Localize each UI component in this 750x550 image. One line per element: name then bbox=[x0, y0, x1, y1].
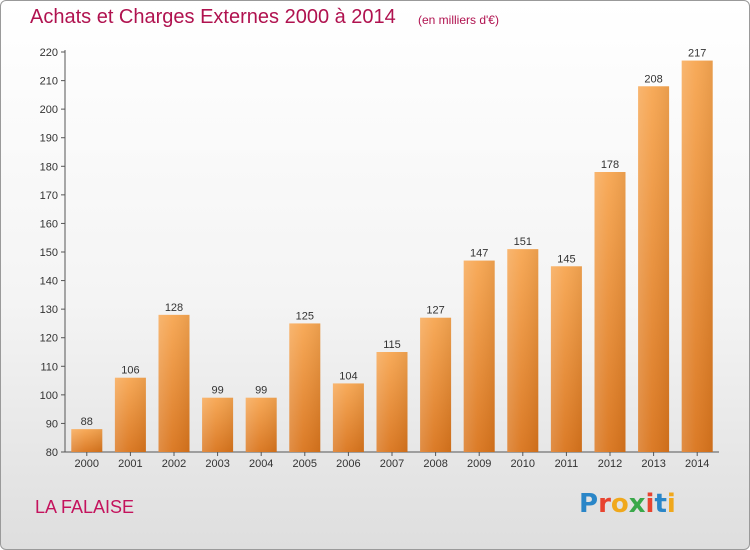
bar-shine-2001 bbox=[114, 377, 146, 452]
bar-value-label: 127 bbox=[426, 305, 444, 317]
bar-value-label: 125 bbox=[296, 310, 314, 322]
logo-letter: i bbox=[666, 489, 676, 519]
bar-shine-2012 bbox=[594, 172, 626, 452]
x-tick-label: 2007 bbox=[380, 458, 404, 470]
bar-value-label: 106 bbox=[121, 365, 139, 377]
y-tick-label: 100 bbox=[40, 390, 58, 402]
logo-letter: t bbox=[654, 489, 667, 519]
bar-value-label: 115 bbox=[383, 339, 401, 351]
proxiti-logo: Proxiti bbox=[579, 489, 676, 519]
bar-value-label: 178 bbox=[601, 159, 619, 171]
x-tick-label: 2001 bbox=[118, 458, 142, 470]
x-tick-label: 2014 bbox=[685, 458, 709, 470]
x-tick-label: 2010 bbox=[511, 458, 535, 470]
bars-group: 88 106 128 99 99 125 104 115 127 147 151 145 178 208 2… bbox=[71, 48, 713, 453]
x-tick-label: 2013 bbox=[641, 458, 665, 470]
x-tick-label: 2006 bbox=[336, 458, 360, 470]
bar-value-label: 99 bbox=[211, 385, 223, 397]
bar-shine-2003 bbox=[202, 397, 234, 452]
bar-value-label: 88 bbox=[81, 416, 93, 428]
y-tick-label: 140 bbox=[40, 276, 58, 288]
x-tick-label: 2005 bbox=[293, 458, 317, 470]
bar-value-label: 151 bbox=[514, 236, 532, 248]
bar-shine-2009 bbox=[463, 260, 495, 452]
bar-shine-2010 bbox=[507, 249, 539, 452]
bar-shine-2013 bbox=[638, 86, 670, 453]
bar-shine-2014 bbox=[681, 60, 713, 452]
y-tick-label: 170 bbox=[40, 190, 58, 202]
logo-letter: i bbox=[645, 489, 655, 519]
bar-shine-2008 bbox=[420, 317, 452, 452]
y-tick-label: 180 bbox=[40, 161, 58, 173]
y-tick-label: 120 bbox=[40, 333, 58, 345]
bar-shine-2006 bbox=[332, 383, 364, 452]
logo-letter: x bbox=[628, 489, 646, 519]
logo-letter: o bbox=[610, 489, 629, 519]
y-tick-label: 200 bbox=[40, 104, 58, 116]
bar-value-label: 99 bbox=[255, 385, 267, 397]
bar-shine-2005 bbox=[289, 323, 321, 452]
y-tick-label: 210 bbox=[40, 76, 58, 88]
bar-shine-2011 bbox=[550, 266, 582, 452]
y-tick-label: 110 bbox=[40, 361, 58, 373]
x-tick-label: 2002 bbox=[162, 458, 186, 470]
logo-letter: P bbox=[579, 489, 599, 519]
y-tick-label: 150 bbox=[40, 247, 58, 259]
bar-value-label: 128 bbox=[165, 302, 183, 314]
commune-name: LA FALAISE bbox=[35, 497, 135, 517]
x-tick-label: 2009 bbox=[467, 458, 491, 470]
bar-value-label: 217 bbox=[688, 48, 706, 60]
chart-subtitle: (en milliers d'€) bbox=[418, 13, 499, 27]
y-tick-label: 190 bbox=[40, 133, 58, 145]
x-tick-label: 2011 bbox=[555, 458, 579, 470]
bar-value-label: 104 bbox=[339, 370, 357, 382]
bar-value-label: 208 bbox=[644, 73, 662, 85]
bar-shine-2007 bbox=[376, 352, 408, 452]
y-tick-label: 80 bbox=[46, 447, 58, 459]
y-tick-label: 220 bbox=[40, 47, 58, 59]
x-tick-label: 2000 bbox=[75, 458, 99, 470]
logo-letter: r bbox=[598, 489, 611, 519]
y-tick-label: 90 bbox=[46, 418, 58, 430]
y-tick-label: 130 bbox=[40, 304, 58, 316]
bar-value-label: 145 bbox=[557, 253, 575, 265]
bar-value-label: 147 bbox=[470, 248, 488, 260]
bar-shine-2004 bbox=[245, 397, 277, 452]
chart-title: Achats et Charges Externes 2000 à 2014 bbox=[30, 6, 396, 28]
x-tick-label: 2004 bbox=[249, 458, 273, 470]
bar-shine-2002 bbox=[158, 314, 190, 452]
x-tick-label: 2003 bbox=[205, 458, 229, 470]
x-tick-label: 2008 bbox=[423, 458, 447, 470]
x-tick-label: 2012 bbox=[598, 458, 622, 470]
y-tick-label: 160 bbox=[40, 218, 58, 230]
bar-shine-2000 bbox=[71, 429, 103, 452]
